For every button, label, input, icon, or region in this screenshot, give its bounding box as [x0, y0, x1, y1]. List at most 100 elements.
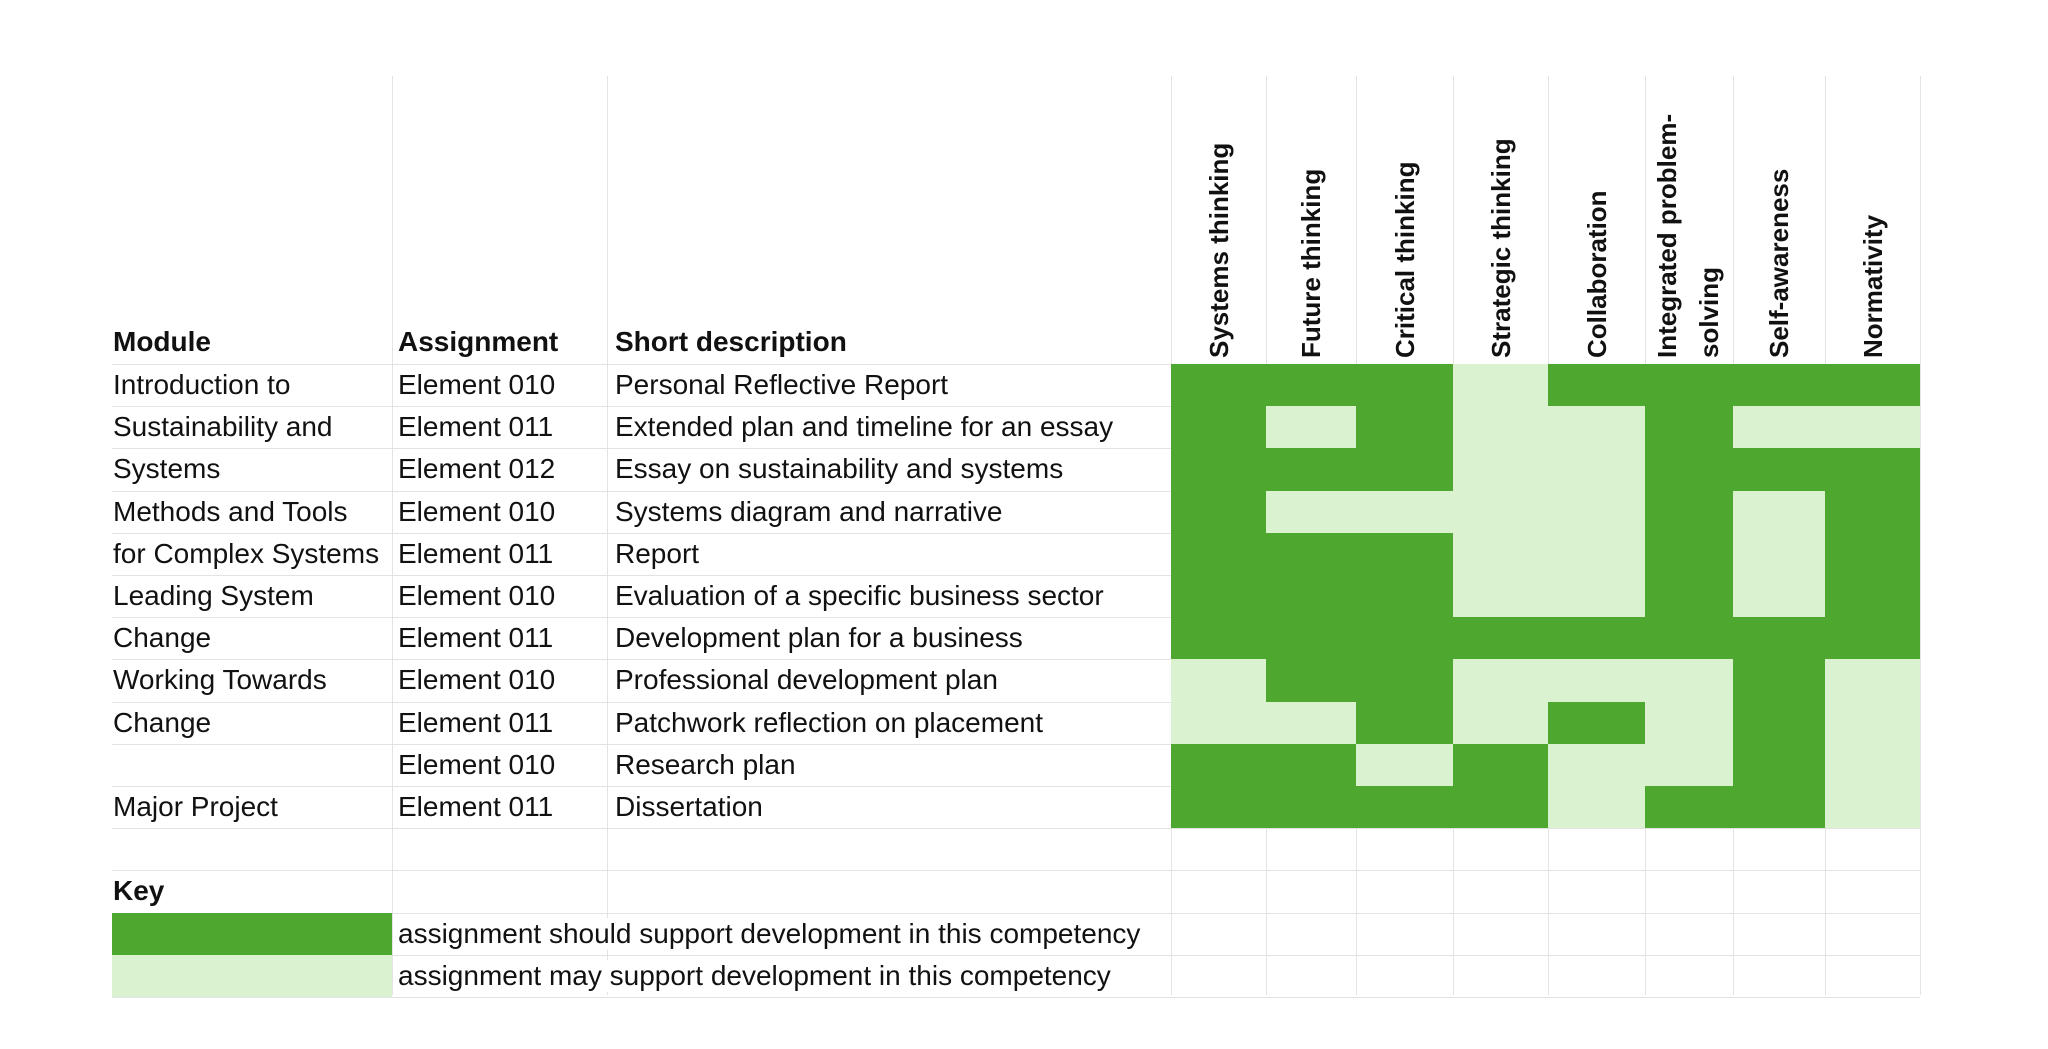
- competency-cell-may: [1266, 406, 1356, 448]
- competency-header-6: Integrated problem-: [1652, 113, 1682, 358]
- competency-cell-may: [1266, 491, 1356, 533]
- competency-cell-should: [1266, 448, 1356, 491]
- key-label-may: assignment may support development in th…: [398, 960, 1115, 992]
- module-name: Change: [113, 622, 212, 653]
- competency-header-6-line2: solving: [1694, 266, 1724, 358]
- competency-cell-should: [1356, 533, 1453, 575]
- assignment-id: Element 010: [398, 369, 556, 400]
- grid-line-vertical: [392, 76, 393, 995]
- grid-line-horizontal: [112, 997, 1920, 998]
- grid-line-horizontal: [112, 617, 1920, 618]
- competency-cell-may: [1453, 491, 1548, 533]
- grid-line-horizontal: [112, 828, 1920, 829]
- competency-cell-may: [1825, 406, 1920, 448]
- competency-cell-should: [1645, 448, 1733, 491]
- competency-cell-should: [1645, 575, 1733, 617]
- competency-cell-should: [1356, 364, 1453, 406]
- assignment-description: Research plan: [615, 749, 796, 780]
- grid-line-horizontal: [112, 870, 1920, 871]
- competency-cell-should: [1356, 575, 1453, 617]
- description-column-header: Short description: [615, 326, 847, 357]
- assignment-column-header: Assignment: [398, 326, 559, 357]
- competency-cell-may: [1266, 702, 1356, 744]
- competency-cell-should: [1645, 533, 1733, 575]
- competency-cell-may: [1733, 533, 1825, 575]
- assignment-id: Element 010: [398, 664, 556, 695]
- competency-cell-may: [1171, 702, 1266, 744]
- competency-cell-should: [1645, 364, 1733, 406]
- competency-cell-should: [1733, 744, 1825, 786]
- competency-cell-may: [1733, 575, 1825, 617]
- competency-cell-may: [1825, 786, 1920, 828]
- assignment-description: Evaluation of a specific business sector: [615, 580, 1104, 611]
- competency-cell-may: [1825, 744, 1920, 786]
- competency-cell-should: [1171, 786, 1266, 828]
- competency-cell-may: [1733, 491, 1825, 533]
- competency-cell-should: [1356, 617, 1453, 659]
- competency-header-5: Collaboration: [1582, 190, 1612, 358]
- competency-cell-should: [1171, 617, 1266, 659]
- key-swatch-should: [112, 913, 392, 955]
- module-name: Sustainability and: [113, 411, 333, 442]
- assignment-id: Element 011: [398, 622, 554, 653]
- competency-cell-may: [1548, 448, 1645, 491]
- assignment-id: Element 010: [398, 496, 556, 527]
- grid-line-horizontal: [112, 491, 1920, 492]
- competency-header-4: Strategic thinking: [1486, 138, 1516, 358]
- competency-cell-may: [1453, 575, 1548, 617]
- competency-cell-should: [1266, 617, 1356, 659]
- assignment-description: Dissertation: [615, 791, 763, 822]
- competency-cell-should: [1733, 702, 1825, 744]
- competency-header-1: Systems thinking: [1204, 142, 1234, 358]
- grid-line-horizontal: [112, 955, 1920, 956]
- competency-cell-may: [1825, 659, 1920, 702]
- competency-cell-should: [1171, 533, 1266, 575]
- grid-line-horizontal: [112, 364, 1920, 365]
- competency-cell-should: [1453, 617, 1548, 659]
- grid-line-horizontal: [112, 744, 1920, 745]
- competency-cell-should: [1266, 575, 1356, 617]
- competency-cell-may: [1548, 491, 1645, 533]
- assignment-id: Element 011: [398, 791, 554, 822]
- competency-cell-may: [1453, 702, 1548, 744]
- module-name: Systems: [113, 453, 221, 484]
- assignment-description: Essay on sustainability and systems: [615, 453, 1064, 484]
- competency-cell-should: [1453, 786, 1548, 828]
- competency-cell-should: [1266, 533, 1356, 575]
- competency-cell-should: [1171, 406, 1266, 448]
- competency-cell-should: [1356, 786, 1453, 828]
- competency-cell-should: [1825, 575, 1920, 617]
- competency-header-7: Self-awareness: [1764, 168, 1794, 358]
- grid-line-horizontal: [112, 406, 1920, 407]
- competency-cell-should: [1733, 786, 1825, 828]
- competency-cell-should: [1356, 448, 1453, 491]
- competency-cell-should: [1356, 659, 1453, 702]
- assignment-description: Personal Reflective Report: [615, 369, 949, 400]
- module-name: Major Project: [113, 791, 278, 822]
- competency-cell-should: [1825, 448, 1920, 491]
- module-name: Methods and Tools: [113, 496, 348, 527]
- competency-cell-should: [1548, 702, 1645, 744]
- competency-cell-should: [1266, 659, 1356, 702]
- competency-cell-should: [1825, 491, 1920, 533]
- competency-cell-should: [1825, 364, 1920, 406]
- competency-header-2: Future thinking: [1296, 168, 1326, 358]
- competency-cell-may: [1548, 659, 1645, 702]
- competency-cell-may: [1453, 659, 1548, 702]
- competency-header-3: Critical thinking: [1390, 161, 1420, 358]
- grid-line-horizontal: [112, 533, 1920, 534]
- competency-cell-should: [1171, 744, 1266, 786]
- module-name: Introduction to: [113, 369, 291, 400]
- competency-cell-may: [1453, 364, 1548, 406]
- grid-line-vertical: [607, 76, 608, 995]
- competency-cell-may: [1453, 406, 1548, 448]
- assignment-description: Report: [615, 538, 700, 569]
- grid-line-horizontal: [112, 913, 1920, 914]
- assignment-description: Systems diagram and narrative: [615, 496, 1003, 527]
- competency-cell-may: [1171, 659, 1266, 702]
- competency-cell-should: [1548, 364, 1645, 406]
- assignment-id: Element 012: [398, 453, 556, 484]
- competency-cell-should: [1645, 786, 1733, 828]
- assignment-description: Extended plan and timeline for an essay: [615, 411, 1114, 442]
- assignment-description: Development plan for a business: [615, 622, 1023, 653]
